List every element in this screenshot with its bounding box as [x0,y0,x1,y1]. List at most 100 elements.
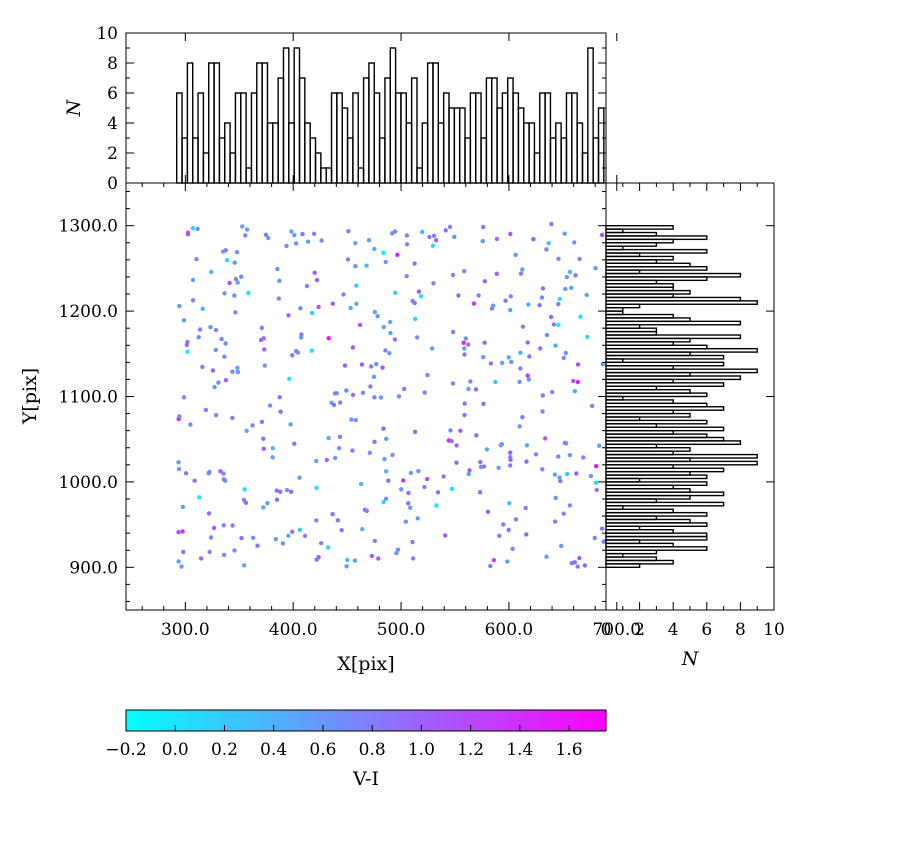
scatter-point [518,366,523,371]
scatter-point [427,234,432,240]
scatter-point [482,340,487,345]
scatter-point [181,318,187,323]
scatter-point [558,478,563,484]
scatter-point [491,303,496,308]
scatter-point [196,335,201,340]
scatter-point [277,278,282,283]
scatter-point [477,490,483,495]
scatter-point [319,541,324,546]
scatter-point [344,388,349,393]
top-histogram-bar [234,92,242,184]
scatter-point [414,335,420,340]
scatter-point [524,443,530,448]
scatter-point [326,336,331,341]
scatter-point [450,272,456,278]
scatter-point [416,468,421,474]
scatter-point [311,231,317,236]
scatter-point [601,539,606,544]
top-histogram-bar [175,92,183,184]
scatter-point [406,490,411,496]
scatter-point [494,271,499,276]
scatter-point [312,270,317,275]
scatter-point [544,247,549,252]
scatter-point [224,258,230,263]
scatter-point [422,390,427,395]
top-histogram-bar [501,92,509,184]
scatter-point [380,365,385,370]
scatter-xtick-label: 700.0 [592,620,641,640]
top-histogram-bar [426,62,434,184]
scatter-point [563,350,568,356]
scatter-point [383,496,389,501]
scatter-point [367,450,372,455]
scatter-point [354,283,359,288]
scatter-point [349,417,354,422]
scatter-point [538,346,543,351]
scatter-point [209,269,214,275]
scatter-point [390,452,395,458]
top-histogram-panel: 0 2 4 6 8 10 N [63,24,618,194]
scatter-point [381,250,386,255]
scatter-point [314,557,319,562]
right-histogram-xtick-label: 2 [634,620,645,640]
scatter-point [393,290,398,295]
scatter-point [387,351,392,356]
scatter-point [243,233,248,238]
scatter-point [203,407,209,413]
scatter-point [218,469,223,474]
scatter-point [372,538,377,544]
top-histogram-bar [475,92,482,184]
scatter-point [233,276,239,282]
top-histogram-bar [330,92,338,184]
scatter-point [243,500,249,505]
scatter-point [508,294,513,299]
scatter-point [413,316,418,322]
scatter-point [431,281,436,286]
scatter-point [223,478,228,483]
scatter-point [240,224,245,229]
scatter-point [286,313,291,318]
scatter-point [276,296,281,301]
scatter-point [314,485,319,490]
scatter-point [488,361,494,366]
scatter-point [556,301,561,307]
top-histogram-bar [555,122,562,184]
scatter-point [338,400,343,405]
scatter-point [410,556,416,561]
scatter-point [550,389,555,395]
scatter-point [466,342,471,347]
scatter-point [503,298,508,303]
scatter-point [185,230,191,235]
scatter-point [261,336,266,341]
scatter-point [589,403,595,409]
scatter-point [310,310,315,316]
scatter-point [250,535,256,540]
scatter-point [288,422,293,427]
scatter-point [381,426,386,431]
scatter-point [360,527,365,532]
scatter-point [565,471,570,477]
scatter-point [496,465,501,470]
scatter-point [342,363,348,368]
scatter-point [395,252,400,257]
top-histogram-bar [282,47,290,184]
scatter-point [454,443,459,448]
scatter-point [569,285,574,290]
scatter-point [448,428,453,433]
scatter-point [227,280,232,286]
scatter-point [222,354,227,359]
scatter-point [180,504,186,510]
right-histogram-bar [605,361,725,367]
scatter-point [387,319,393,325]
scatter-point [378,395,384,400]
scatter-point [233,310,238,315]
scatter-point [433,238,439,243]
scatter-point [267,403,273,408]
top-histogram-bar [186,62,194,184]
scatter-point [232,260,237,265]
scatter-point [206,511,212,516]
scatter-point [500,360,505,366]
top-histogram-bar [309,137,317,184]
scatter-point [210,368,216,373]
